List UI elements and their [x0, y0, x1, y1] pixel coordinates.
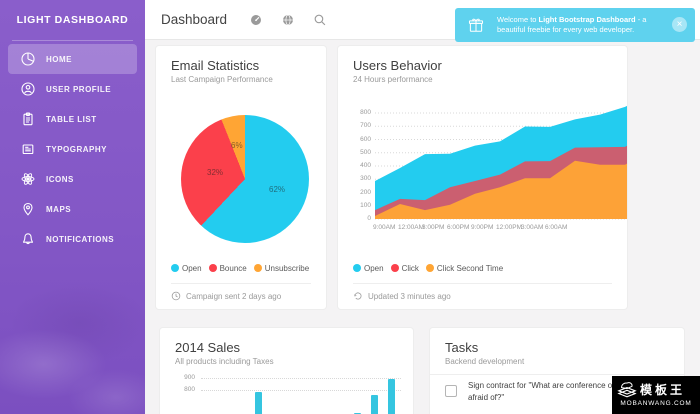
x-axis-tick: 12:00AM	[398, 224, 425, 231]
map-pin-icon	[20, 201, 36, 217]
sidebar-item-user-profile[interactable]: USER PROFILE	[8, 74, 137, 104]
email-statistics-card: Email Statistics Last Campaign Performan…	[155, 45, 327, 310]
card-footer: Updated 3 minutes ago	[353, 291, 451, 301]
sidebar-item-label: MAPS	[46, 204, 72, 214]
x-axis-tick: 9:00PM	[471, 224, 494, 231]
y-axis-tick: 100	[360, 202, 371, 209]
sidebar-item-label: USER PROFILE	[46, 84, 112, 94]
gridline: 800	[184, 386, 401, 393]
y-axis-tick: 600	[360, 136, 371, 143]
pie-slice-label: 32%	[207, 168, 224, 177]
user-icon	[20, 81, 36, 97]
pie-slice-label: 6%	[231, 141, 243, 150]
history-icon	[353, 291, 363, 301]
legend-item: Click Second Time	[425, 264, 503, 273]
users-behavior-card: Users Behavior 24 Hours performance 0 100…	[337, 45, 628, 310]
task-text: Sign contract for "What are conference o…	[468, 381, 646, 402]
users-behavior-chart	[375, 93, 627, 220]
watermark-en-text: MOBANWANG.COM	[620, 400, 692, 407]
y-axis-tick: 200	[360, 189, 371, 196]
sidebar-item-notifications[interactable]: NOTIFICATIONS	[8, 224, 137, 254]
sidebar-item-maps[interactable]: MAPS	[8, 194, 137, 224]
pie-slice-label: 62%	[269, 185, 286, 194]
task-checkbox[interactable]	[445, 385, 457, 397]
sidebar-item-home[interactable]: HOME	[8, 44, 137, 74]
card-title: Email Statistics	[171, 58, 260, 73]
sales-bar-chart: 900 800	[184, 374, 401, 414]
gift-icon	[467, 16, 485, 34]
y-axis-tick: 0	[367, 215, 371, 222]
legend-item: Open	[353, 264, 384, 273]
clock-icon	[171, 291, 181, 301]
x-axis-tick: 12:00PM	[496, 224, 523, 231]
y-axis-tick: 700	[360, 122, 371, 129]
sidebar-item-table-list[interactable]: TABLE LIST	[8, 104, 137, 134]
card-subtitle: All products including Taxes	[175, 357, 274, 366]
globe-icon[interactable]	[281, 13, 295, 27]
close-icon[interactable]: ×	[672, 17, 687, 32]
footer-text: Updated 3 minutes ago	[368, 291, 451, 301]
navbar-icons	[249, 13, 327, 27]
card-divider	[171, 283, 311, 284]
x-axis-tick: 3:00PM	[422, 224, 445, 231]
card-subtitle: 24 Hours performance	[353, 75, 433, 84]
card-subtitle: Last Campaign Performance	[171, 75, 273, 84]
x-axis-tick: 3:00AM	[521, 224, 544, 231]
users-behavior-chart-svg	[375, 105, 627, 220]
card-divider	[353, 283, 612, 284]
watermark: 模板王 MOBANWANG.COM	[612, 376, 700, 414]
layers-icon	[616, 379, 638, 399]
sales-card: 2014 Sales All products including Taxes …	[159, 327, 414, 414]
logo-divider	[12, 40, 133, 41]
footer-text: Campaign sent 2 days ago	[186, 291, 282, 301]
card-divider	[430, 374, 684, 375]
dashboard-gauge-icon[interactable]	[249, 13, 263, 27]
bar	[354, 412, 362, 414]
sidebar-item-typography[interactable]: TYPOGRAPHY	[8, 134, 137, 164]
sidebar-item-label: ICONS	[46, 174, 74, 184]
bar	[387, 378, 395, 414]
pie-chart-icon	[20, 51, 36, 67]
card-title: 2014 Sales	[175, 340, 241, 355]
sidebar-item-label: HOME	[46, 54, 72, 64]
sidebar: LIGHT DASHBOARD HOME USER PROFILE TABLE …	[0, 0, 145, 414]
card-footer: Campaign sent 2 days ago	[171, 291, 281, 301]
email-legend: Open Bounce Unsubscribe	[171, 264, 316, 273]
y-axis-tick: 400	[360, 162, 371, 169]
page-title: Dashboard	[161, 12, 228, 27]
card-subtitle: Backend development	[445, 357, 525, 366]
card-title: Tasks	[445, 340, 479, 355]
x-axis-tick: 9:00AM	[373, 224, 396, 231]
x-axis-tick: 6:00PM	[447, 224, 470, 231]
welcome-toast: Welcome to Light Bootstrap Dashboard - a…	[455, 8, 695, 42]
legend-item: Open	[171, 264, 202, 273]
bar	[254, 392, 262, 414]
legend-item: Click	[390, 264, 419, 273]
bar	[371, 395, 378, 414]
x-axis-tick: 6:00AM	[545, 224, 568, 231]
atom-icon	[20, 171, 36, 187]
bell-icon	[20, 231, 36, 247]
clipboard-icon	[20, 111, 36, 127]
y-axis-tick: 800	[360, 109, 371, 116]
toast-message: Welcome to Light Bootstrap Dashboard - a…	[497, 15, 647, 34]
sidebar-item-icons[interactable]: ICONS	[8, 164, 137, 194]
email-pie-chart: 62% 32% 6%	[181, 115, 309, 243]
y-axis-tick: 500	[360, 149, 371, 156]
typography-icon	[20, 141, 36, 157]
users-legend: Open Click Click Second Time	[353, 264, 510, 273]
y-axis-tick: 300	[360, 175, 371, 182]
sidebar-item-label: TABLE LIST	[46, 114, 97, 124]
sidebar-item-label: NOTIFICATIONS	[46, 234, 115, 244]
legend-item: Unsubscribe	[253, 264, 309, 273]
sidebar-item-label: TYPOGRAPHY	[46, 144, 108, 154]
legend-item: Bounce	[208, 264, 247, 273]
brand-title: LIGHT DASHBOARD	[16, 14, 129, 26]
watermark-cn-text: 模板王	[640, 382, 686, 397]
gridline: 900	[184, 374, 401, 381]
search-icon[interactable]	[313, 13, 327, 27]
card-title: Users Behavior	[353, 58, 442, 73]
sidebar-menu: HOME USER PROFILE TABLE LIST TYPOGRAPHY	[0, 44, 145, 254]
